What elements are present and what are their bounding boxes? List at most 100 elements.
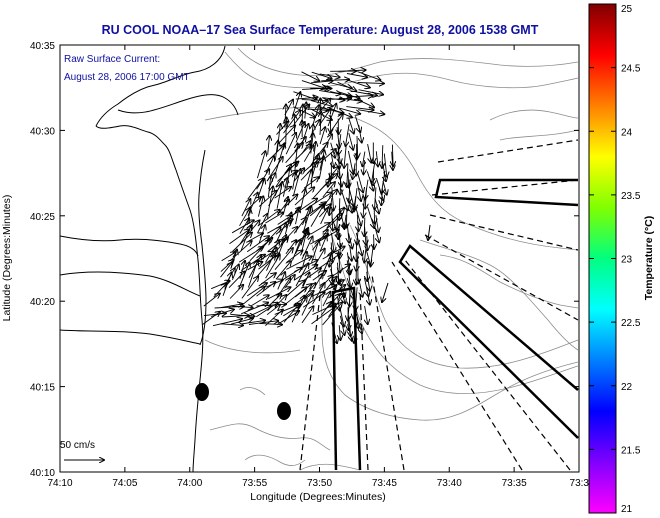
current-vector — [291, 92, 300, 117]
current-vector — [338, 107, 360, 114]
current-vector — [349, 189, 354, 206]
current-vector — [348, 171, 349, 188]
current-vector — [222, 273, 232, 296]
y-tick-label: 40:15 — [30, 383, 55, 394]
current-vector — [310, 223, 330, 235]
buoy-marker-east — [277, 402, 291, 420]
current-vector — [374, 197, 379, 213]
current-vector — [241, 320, 265, 325]
current-vector — [349, 315, 351, 337]
current-vector — [376, 215, 379, 232]
current-vector — [258, 191, 277, 207]
x-tick-label: 73:50 — [307, 478, 332, 489]
x-tick-label: 74:10 — [47, 478, 72, 489]
colorbar-tick-label: 22 — [621, 382, 633, 393]
x-tick-label: 74:00 — [177, 478, 202, 489]
current-vector — [356, 181, 361, 201]
current-vector — [312, 179, 330, 200]
current-vector — [348, 270, 350, 288]
current-vector — [332, 233, 335, 252]
current-vector — [268, 136, 270, 155]
current-vector — [265, 213, 283, 224]
current-vector — [311, 285, 337, 297]
y-tick-label: 40:30 — [30, 126, 55, 137]
current-vector — [331, 322, 337, 344]
current-vector — [291, 240, 300, 261]
current-vector — [339, 232, 340, 248]
current-vector — [291, 296, 304, 323]
current-vector — [311, 81, 333, 83]
current-vector — [283, 287, 307, 307]
current-vector — [265, 255, 280, 279]
current-vector — [356, 98, 374, 107]
x-tick-label: 73:45 — [372, 478, 397, 489]
current-vector — [249, 240, 270, 262]
current-vector — [274, 248, 293, 270]
current-vector — [381, 161, 386, 181]
current-vector — [365, 226, 366, 245]
current-vector — [356, 251, 358, 271]
current-vector — [322, 182, 335, 198]
scale-reference: 50 cm/s — [60, 440, 104, 460]
current-vector — [381, 188, 382, 206]
current-vector — [256, 303, 277, 318]
current-vector — [229, 285, 243, 299]
temperature-colorbar: 25 24.5 24 23.5 23 22.5 22 21.5 21 Temperature (… — [588, 3, 655, 515]
current-vector — [339, 315, 344, 335]
current-vector — [310, 204, 324, 227]
legend-line-2: August 28, 2006 17:00 GMT — [64, 72, 190, 83]
current-vector — [346, 277, 354, 299]
current-vector — [312, 283, 325, 305]
current-vector — [246, 283, 267, 297]
current-vector — [364, 217, 365, 237]
current-vector — [301, 80, 326, 89]
current-vector — [301, 230, 308, 253]
current-vector — [339, 325, 340, 340]
current-vector — [257, 196, 263, 217]
current-vector — [320, 302, 331, 316]
current-vector — [356, 241, 357, 261]
current-vector — [258, 225, 265, 244]
current-vector — [268, 184, 281, 207]
current-vector — [354, 196, 356, 211]
current-vector — [276, 124, 280, 152]
current-vector — [331, 152, 334, 167]
current-vector — [344, 214, 346, 229]
x-tick-label: 73:40 — [437, 478, 462, 489]
current-vector — [285, 133, 296, 155]
colorbar-tick-label: 24 — [621, 127, 633, 138]
buoy-marker-west — [195, 383, 209, 401]
current-vector — [362, 151, 365, 167]
current-vector — [367, 235, 368, 250]
current-vector — [338, 97, 362, 101]
y-tick-label: 40:10 — [30, 468, 55, 479]
current-vector — [241, 277, 258, 299]
current-vector — [275, 141, 278, 161]
current-vector — [286, 256, 311, 270]
current-vector — [337, 144, 340, 163]
current-vector — [348, 117, 354, 134]
current-vector — [294, 187, 314, 206]
current-vector — [348, 132, 353, 150]
current-vector — [220, 263, 232, 278]
current-vector — [248, 321, 278, 325]
current-vector — [382, 145, 383, 168]
current-vector — [350, 244, 352, 261]
current-vector — [313, 99, 330, 120]
current-vector — [337, 127, 339, 148]
current-vector — [365, 250, 370, 264]
current-vector — [202, 312, 220, 325]
current-vector — [376, 151, 378, 166]
current-vector — [296, 208, 300, 225]
colorbar-tick-label: 24.5 — [621, 64, 641, 75]
current-vector — [345, 79, 370, 88]
current-vector — [220, 304, 242, 309]
current-vector — [241, 303, 268, 315]
current-vector — [247, 261, 257, 288]
current-vector — [327, 104, 336, 127]
colorbar-tick-label: 21.5 — [621, 445, 641, 456]
current-vector — [346, 124, 350, 146]
current-vector — [250, 295, 269, 307]
current-vector — [255, 255, 275, 278]
current-vector — [354, 322, 357, 342]
